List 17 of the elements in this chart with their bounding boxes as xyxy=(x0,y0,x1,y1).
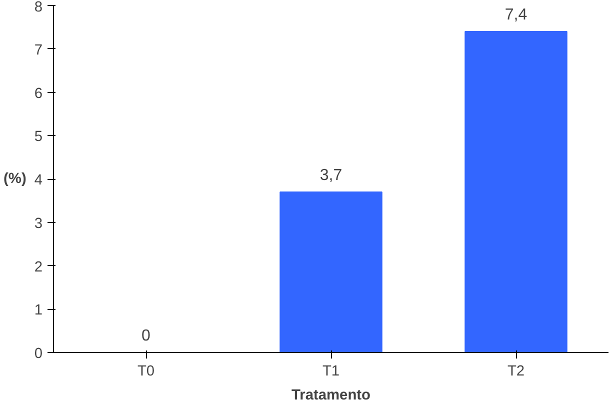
data-label: 7,4 xyxy=(504,6,528,24)
x-tick-label: T2 xyxy=(507,364,525,380)
y-axis-title: (%) xyxy=(4,171,26,187)
y-tick-label: 0 xyxy=(34,346,43,362)
y-tick-label: 5 xyxy=(34,129,43,146)
y-tick-label: 4 xyxy=(34,172,43,188)
x-axis-title: Tratamento xyxy=(292,388,371,404)
y-tick-label: 3 xyxy=(34,216,43,232)
data-label: 0 xyxy=(142,328,151,344)
y-tick-label: 7 xyxy=(34,42,43,58)
y-tick-label: 1 xyxy=(34,302,43,319)
data-label: 3,7 xyxy=(320,167,342,184)
x-tick-label: T1 xyxy=(322,364,340,380)
x-tick-label: T0 xyxy=(137,364,155,380)
y-tick-label: 6 xyxy=(34,86,43,102)
y-tick-label: 2 xyxy=(34,259,43,276)
y-tick-label: 8 xyxy=(34,0,43,16)
